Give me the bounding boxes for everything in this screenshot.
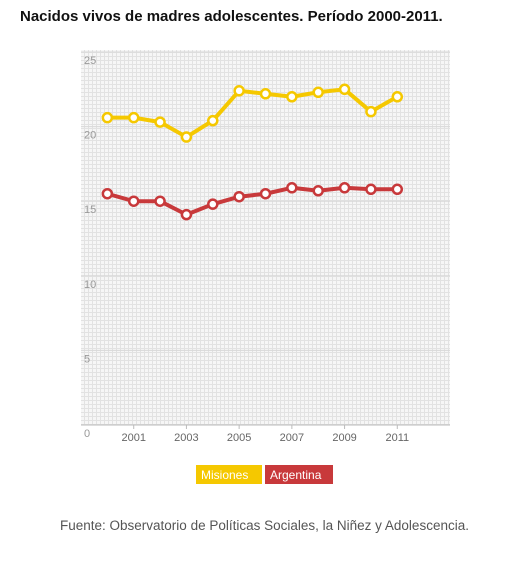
data-point: [259, 187, 272, 200]
data-point: [312, 185, 324, 197]
chart-title: Nacidos vivos de madres adolescentes. Pe…: [20, 8, 443, 25]
x-tick-label: 2011: [385, 432, 409, 444]
x-tick-label: 2007: [280, 432, 304, 444]
source-note: Fuente: Observatorio de Políticas Social…: [60, 518, 469, 533]
x-tick-label: 2009: [332, 432, 356, 444]
data-point: [154, 116, 166, 128]
data-point: [391, 183, 404, 196]
x-tick-label: 2003: [174, 432, 198, 444]
data-point: [180, 208, 193, 221]
legend-label: Argentina: [270, 468, 322, 482]
data-point: [207, 114, 219, 127]
data-point: [127, 111, 140, 124]
data-point: [233, 85, 245, 97]
y-tick-label: 0: [84, 428, 90, 440]
data-point: [127, 195, 140, 207]
y-tick-label: 10: [84, 279, 96, 291]
x-tick-label: 2005: [227, 432, 251, 444]
data-point: [338, 182, 351, 194]
data-point: [338, 83, 351, 96]
data-point: [365, 183, 377, 196]
data-point: [286, 91, 298, 103]
y-tick-label: 5: [84, 353, 90, 365]
data-point: [286, 182, 298, 194]
chart: 0 5 10 15 20 25 2001 2003 2005 2007 2009 2011 Mision…: [81, 50, 450, 484]
data-point: [365, 105, 377, 118]
data-point: [180, 131, 193, 143]
data-point: [101, 111, 114, 124]
data-point: [391, 91, 404, 103]
y-tick-label: 20: [84, 130, 96, 142]
plot-area: [81, 50, 450, 425]
data-point: [101, 187, 114, 200]
data-point: [207, 198, 219, 210]
y-tick-label: 25: [84, 55, 96, 67]
legend-swatch: [196, 465, 262, 484]
legend-label: Misiones: [201, 468, 248, 482]
data-point: [233, 190, 245, 203]
data-point: [154, 195, 166, 207]
data-point: [312, 86, 324, 99]
x-tick-label: 2001: [121, 432, 145, 444]
legend-swatch: [265, 465, 333, 484]
y-tick-label: 15: [84, 204, 96, 216]
data-point: [259, 88, 272, 100]
